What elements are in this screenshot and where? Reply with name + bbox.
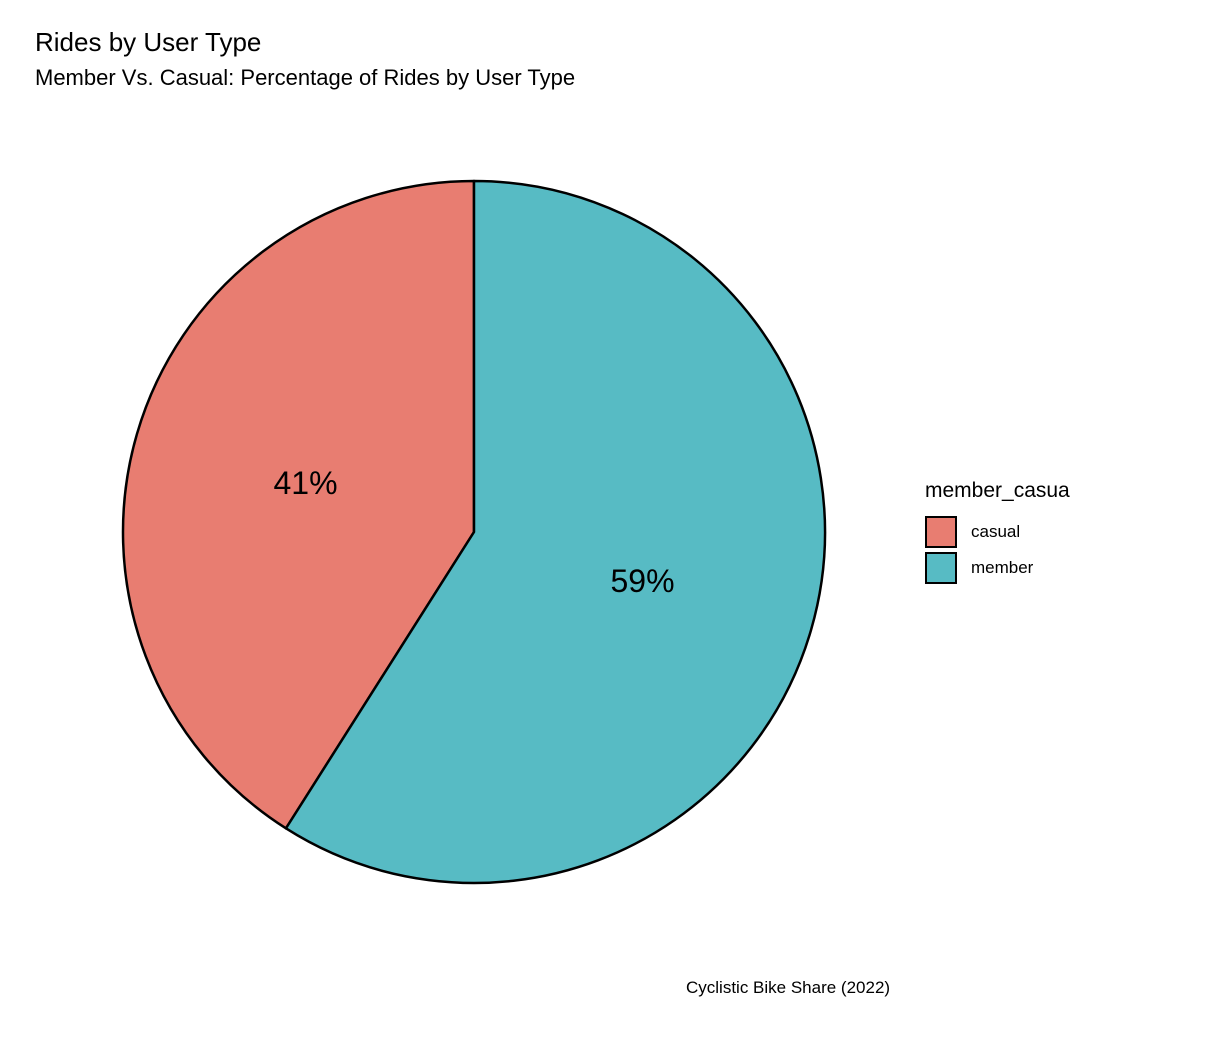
slice-label-casual: 41% <box>273 465 337 501</box>
legend-title: member_casua <box>925 479 1070 502</box>
pie-labels: 41% 59% <box>273 465 674 599</box>
pie-slice-member <box>284 179 827 885</box>
pie-slice-casual <box>121 179 476 830</box>
legend-label-member: member <box>971 558 1034 577</box>
pie-slices <box>121 179 827 885</box>
chart-title: Rides by User Type <box>35 27 262 57</box>
slice-label-member: 59% <box>610 563 674 599</box>
legend-key-member <box>925 552 957 584</box>
legend-item-casual: casual <box>925 514 1070 550</box>
legend: member_casua casual member <box>925 478 1070 586</box>
legend-item-member: member <box>925 550 1070 586</box>
legend-label-casual: casual <box>971 522 1021 541</box>
chart-caption: Cyclistic Bike Share (2022) <box>686 978 891 997</box>
legend-key-casual <box>925 516 957 548</box>
chart-subtitle: Member Vs. Casual: Percentage of Rides b… <box>35 65 576 90</box>
